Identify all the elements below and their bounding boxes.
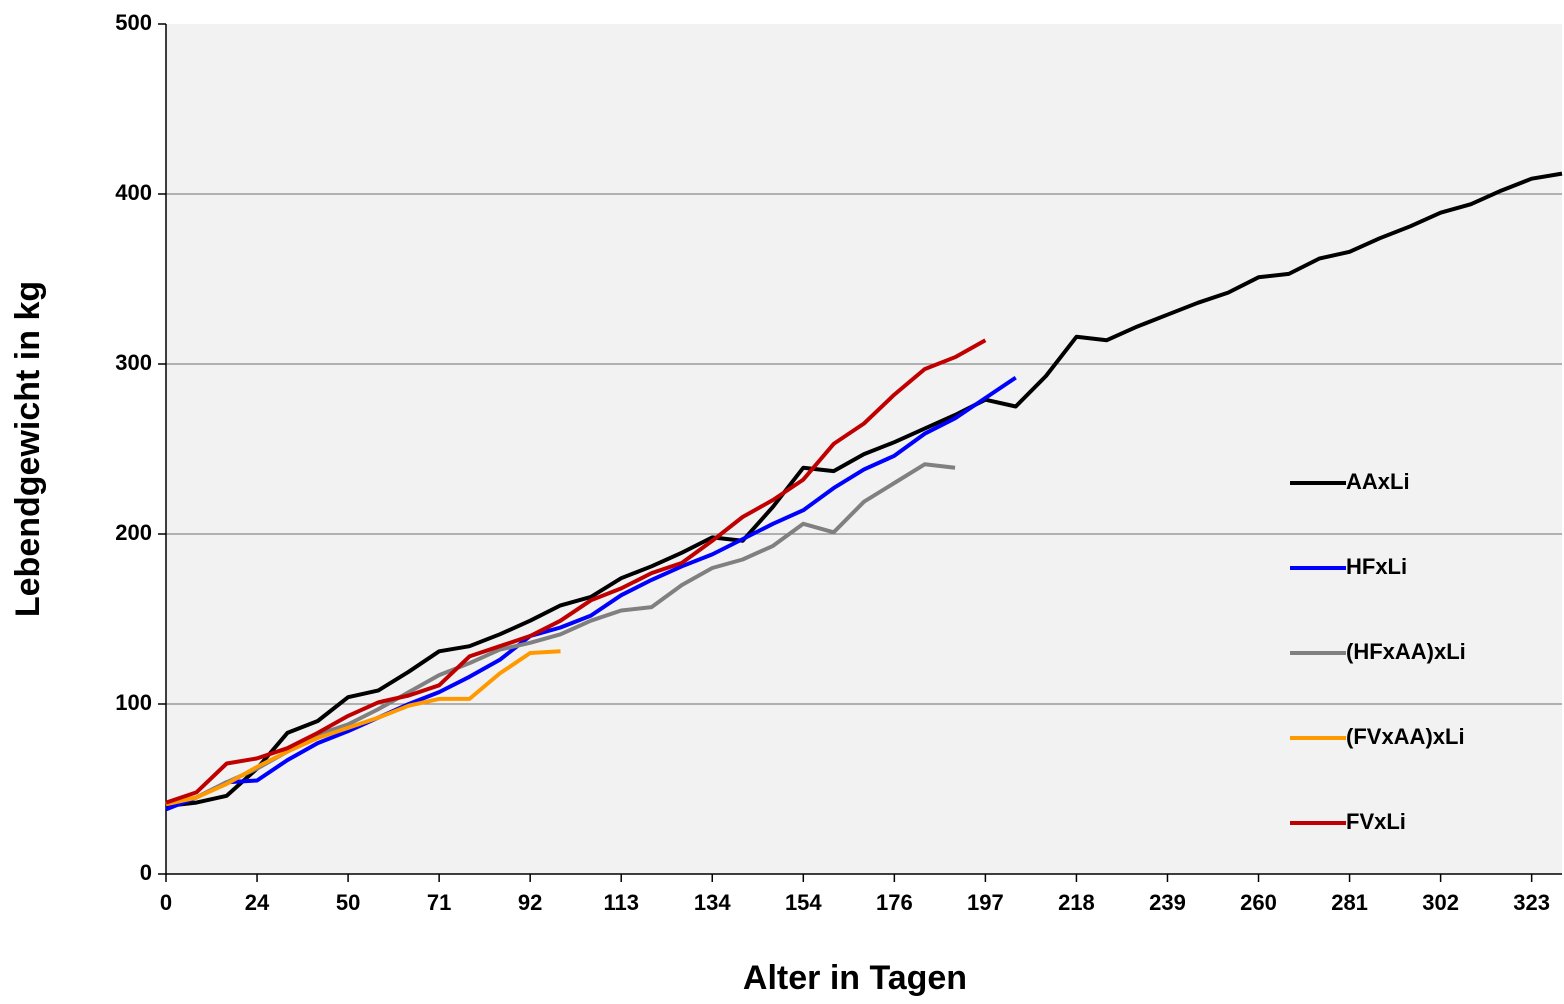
x-tick-label: 218 [1058, 890, 1095, 915]
x-tick-label: 260 [1240, 890, 1277, 915]
y-tick-label: 400 [115, 180, 152, 205]
x-tick-label: 92 [518, 890, 542, 915]
x-tick-label: 154 [785, 890, 822, 915]
x-tick-label: 302 [1422, 890, 1459, 915]
x-tick-label: 0 [160, 890, 172, 915]
y-tick-label: 300 [115, 350, 152, 375]
x-tick-label: 71 [427, 890, 451, 915]
y-axis-label: Lebendgewicht in kg [9, 281, 47, 617]
y-tick-label: 200 [115, 520, 152, 545]
legend-label: FVxLi [1346, 809, 1406, 834]
legend-label: HFxLi [1346, 554, 1407, 579]
legend-label: (HFxAA)xLi [1346, 639, 1466, 664]
plot-area [166, 24, 1562, 874]
x-tick-label: 113 [603, 890, 639, 915]
x-tick-label: 281 [1331, 890, 1368, 915]
legend-label: (FVxAA)xLi [1346, 724, 1465, 749]
x-tick-label: 24 [245, 890, 270, 915]
x-tick-label: 134 [694, 890, 731, 915]
series-line [165, 171, 1563, 808]
x-tick-label: 197 [967, 890, 1004, 915]
x-tick-label: 176 [876, 890, 913, 915]
series-line [165, 649, 561, 807]
series-line [165, 375, 1017, 812]
x-tick-label: 323 [1513, 890, 1550, 915]
series-line [165, 338, 987, 805]
x-tick-label: 50 [336, 890, 360, 915]
legend-label: AAxLi [1346, 469, 1410, 494]
y-tick-label: 0 [140, 860, 152, 885]
x-axis-label: Alter in Tagen [743, 959, 967, 997]
x-tick-label: 239 [1149, 890, 1186, 915]
y-tick-label: 100 [115, 690, 152, 715]
y-tick-label: 500 [115, 10, 152, 35]
